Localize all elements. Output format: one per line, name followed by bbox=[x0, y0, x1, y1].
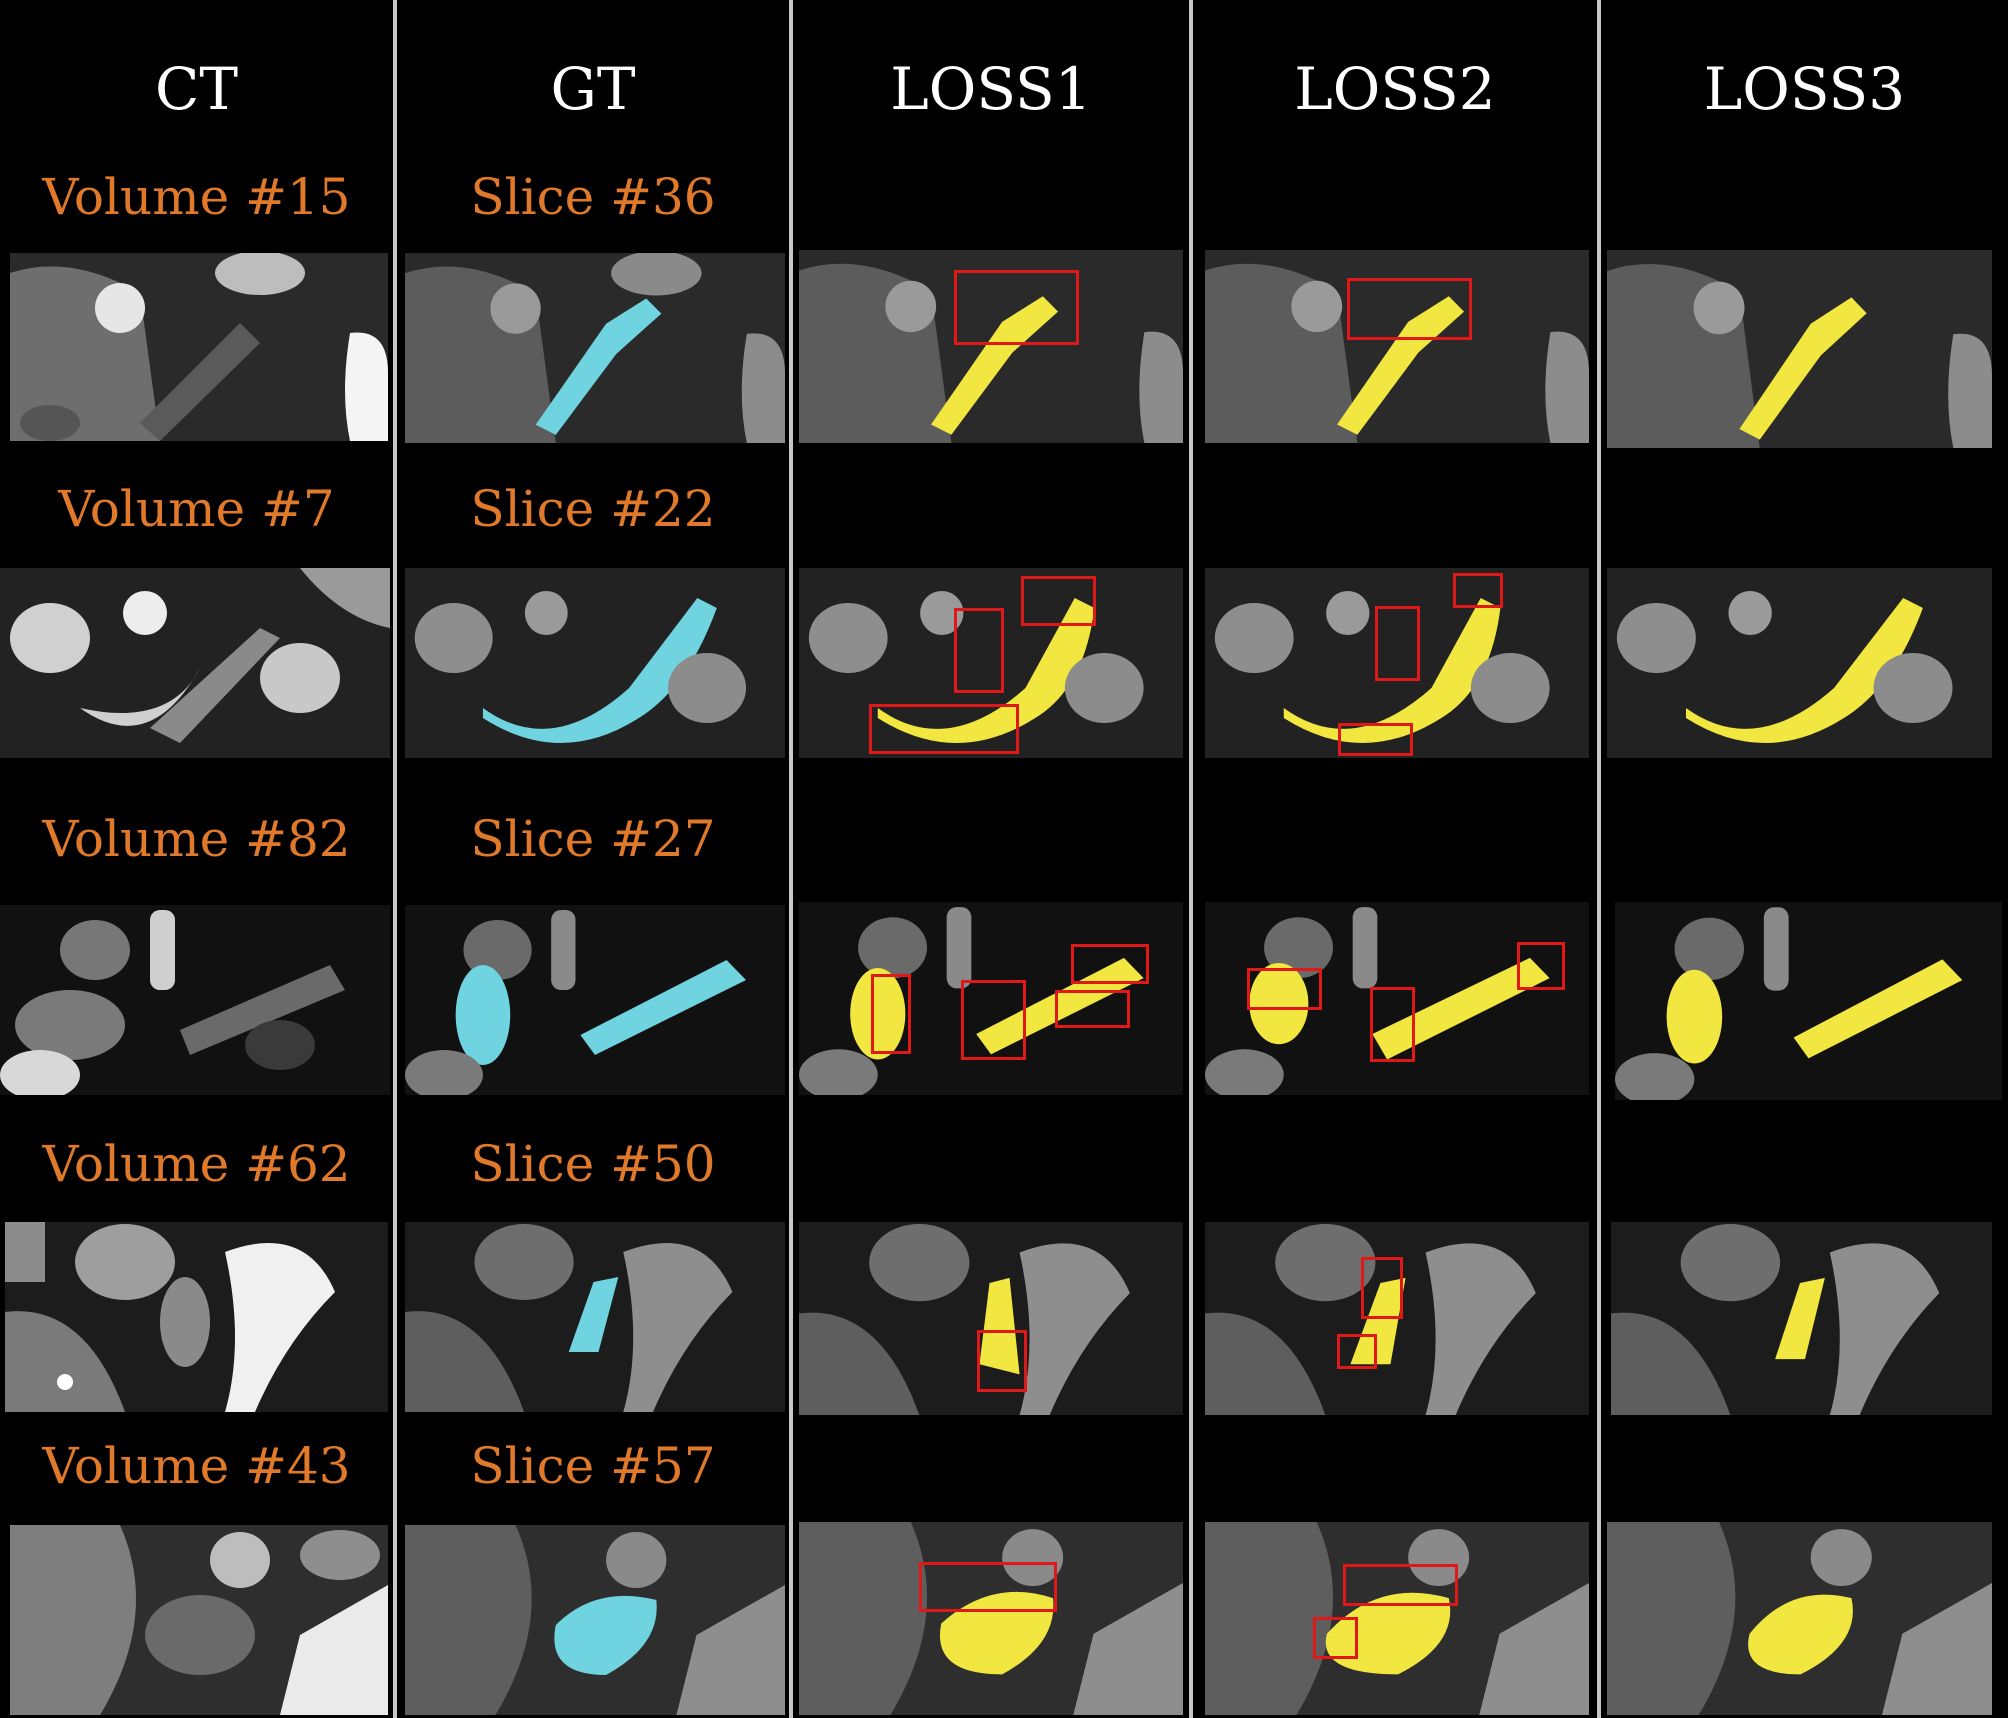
loss3-prediction-image bbox=[1611, 1222, 1992, 1415]
loss1-prediction-image bbox=[799, 250, 1183, 443]
column-loss2: LOSS2 bbox=[1193, 0, 1597, 1718]
highlight-box bbox=[1517, 942, 1565, 990]
gt-mask-image bbox=[405, 1222, 785, 1412]
highlight-box bbox=[977, 1330, 1027, 1392]
slice-label: Slice #50 bbox=[470, 1135, 716, 1193]
gt-mask-image bbox=[405, 568, 785, 758]
highlight-box bbox=[1375, 606, 1420, 681]
gt-mask-image bbox=[405, 905, 785, 1095]
header-loss1: LOSS1 bbox=[890, 55, 1092, 123]
highlight-box bbox=[1337, 1334, 1377, 1369]
ct-scan-image bbox=[5, 1222, 388, 1412]
highlight-box bbox=[1453, 573, 1503, 608]
loss1-prediction-image bbox=[799, 1522, 1183, 1715]
highlight-box bbox=[1347, 278, 1472, 340]
highlight-box bbox=[1370, 987, 1415, 1062]
highlight-box bbox=[1021, 576, 1096, 626]
slice-label: Slice #36 bbox=[470, 168, 716, 226]
loss3-prediction-image bbox=[1607, 1522, 1992, 1715]
ct-scan-image bbox=[10, 1525, 388, 1715]
highlight-box bbox=[1055, 990, 1130, 1028]
volume-label: Volume #43 bbox=[42, 1437, 351, 1495]
volume-label: Volume #7 bbox=[58, 480, 335, 538]
volume-label: Volume #15 bbox=[42, 168, 351, 226]
column-loss1: LOSS1 bbox=[793, 0, 1189, 1718]
loss1-prediction-image bbox=[799, 568, 1183, 758]
gt-mask-image bbox=[405, 253, 785, 443]
ct-scan-image bbox=[0, 568, 390, 758]
slice-label: Slice #57 bbox=[470, 1437, 716, 1495]
highlight-box bbox=[1361, 1257, 1403, 1319]
loss3-prediction-image bbox=[1607, 568, 1992, 758]
header-ct: CT bbox=[154, 55, 239, 123]
loss1-prediction-image bbox=[799, 902, 1183, 1095]
loss3-prediction-image bbox=[1607, 250, 1992, 448]
loss2-prediction-image bbox=[1205, 568, 1589, 758]
header-gt: GT bbox=[550, 55, 636, 123]
gt-mask-image bbox=[405, 1525, 785, 1715]
column-separator bbox=[393, 0, 397, 1718]
loss2-prediction-image bbox=[1205, 1522, 1589, 1715]
highlight-box bbox=[961, 980, 1026, 1060]
highlight-box bbox=[1343, 1564, 1458, 1606]
column-separator bbox=[789, 0, 793, 1718]
loss1-prediction-image bbox=[799, 1222, 1183, 1415]
loss2-prediction-image bbox=[1205, 250, 1589, 443]
volume-label: Volume #82 bbox=[42, 810, 351, 868]
highlight-box bbox=[1313, 1617, 1358, 1659]
highlight-box bbox=[919, 1562, 1057, 1612]
header-loss2: LOSS2 bbox=[1294, 55, 1496, 123]
column-gt: GT Slice #36 Slice #22 Slice #27 Slice #… bbox=[397, 0, 789, 1718]
slice-label: Slice #22 bbox=[470, 480, 716, 538]
highlight-box bbox=[871, 974, 911, 1054]
column-ct: CT Volume #15 Volume #7 Volume #82 Volum… bbox=[0, 0, 393, 1718]
highlight-box bbox=[954, 608, 1004, 693]
volume-label: Volume #62 bbox=[42, 1135, 351, 1193]
ct-scan-image bbox=[0, 905, 390, 1095]
column-separator bbox=[1597, 0, 1601, 1718]
loss2-prediction-image bbox=[1205, 1222, 1589, 1415]
highlight-box bbox=[1071, 944, 1149, 984]
column-loss3: LOSS3 bbox=[1601, 0, 2008, 1718]
highlight-box bbox=[1338, 723, 1413, 756]
loss3-prediction-image bbox=[1615, 902, 2002, 1100]
column-separator bbox=[1189, 0, 1193, 1718]
header-loss3: LOSS3 bbox=[1703, 55, 1906, 123]
ct-scan-image bbox=[10, 253, 388, 441]
slice-label: Slice #27 bbox=[470, 810, 716, 868]
loss2-prediction-image bbox=[1205, 902, 1589, 1095]
highlight-box bbox=[954, 270, 1079, 345]
highlight-box bbox=[869, 704, 1019, 754]
highlight-box bbox=[1247, 968, 1322, 1010]
